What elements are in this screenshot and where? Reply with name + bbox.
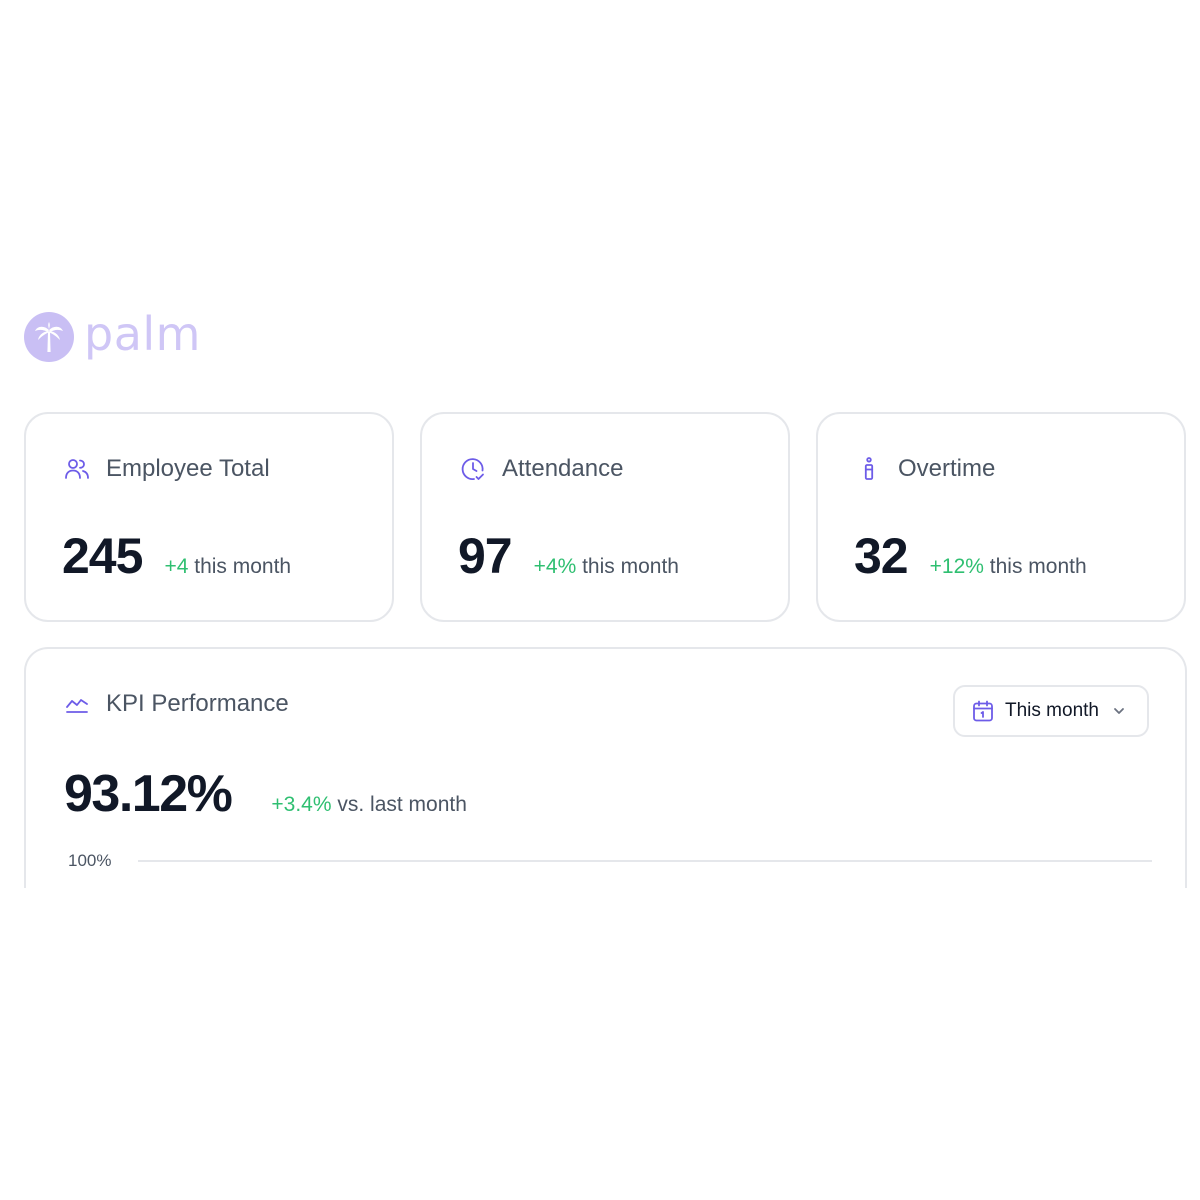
stat-change-suffix: this month [989, 555, 1087, 578]
brand-name: palm [84, 307, 201, 361]
card-value-row: 32 +12% this month [854, 528, 1087, 584]
stat-change-suffix: this month [194, 555, 292, 578]
kpi-delta: +3.4% vs. last month [271, 793, 467, 817]
kpi-change: +3.4% [271, 793, 332, 816]
kpi-value: 93.12% [64, 765, 233, 823]
card-title: Attendance [502, 455, 624, 482]
period-select-value: This month [1005, 700, 1099, 721]
card-title: Overtime [898, 455, 996, 482]
brand-logo[interactable]: palm [24, 304, 201, 364]
chart-gridline [138, 860, 1152, 862]
stat-value: 32 [854, 528, 909, 584]
stat-change: +4 [164, 555, 189, 578]
clock-check-icon [460, 456, 486, 482]
y-tick-label: 100% [68, 851, 112, 870]
kpi-change-suffix: vs. last month [337, 793, 467, 816]
stat-change-suffix: this month [582, 555, 679, 578]
card-value-row: 97 +4% this month [458, 528, 679, 584]
stat-value: 245 [62, 528, 143, 584]
card-header: Employee Total [64, 454, 270, 484]
stat-change: +12% [929, 555, 984, 578]
trend-line-icon [64, 691, 90, 717]
stat-card-employee-total: Employee Total 245 +4 this month [24, 412, 394, 622]
card-header: Attendance [460, 454, 623, 484]
chevron-down-icon [1111, 703, 1127, 719]
kpi-value-row: 93.12% +3.4% vs. last month [64, 765, 467, 823]
calendar-icon [971, 699, 995, 723]
stat-card-overtime: Overtime 32 +12% this month [816, 412, 1186, 622]
crop-mask [0, 888, 1200, 1200]
users-icon [64, 456, 90, 482]
stat-card-attendance: Attendance 97 +4% this month [420, 412, 790, 622]
period-select[interactable]: This month [953, 685, 1149, 737]
stat-change: +4% [533, 555, 577, 578]
card-header: Overtime [856, 454, 995, 484]
card-header: KPI Performance [64, 689, 289, 719]
stat-value: 97 [458, 528, 513, 584]
stat-delta: +4% this month [534, 555, 679, 579]
stat-delta: +4 this month [164, 555, 291, 579]
candle-icon [856, 456, 882, 482]
card-value-row: 245 +4 this month [62, 528, 291, 584]
stat-delta: +12% this month [930, 555, 1087, 579]
card-title: Employee Total [106, 455, 270, 482]
palm-tree-icon [24, 312, 74, 362]
card-title: KPI Performance [106, 690, 289, 717]
